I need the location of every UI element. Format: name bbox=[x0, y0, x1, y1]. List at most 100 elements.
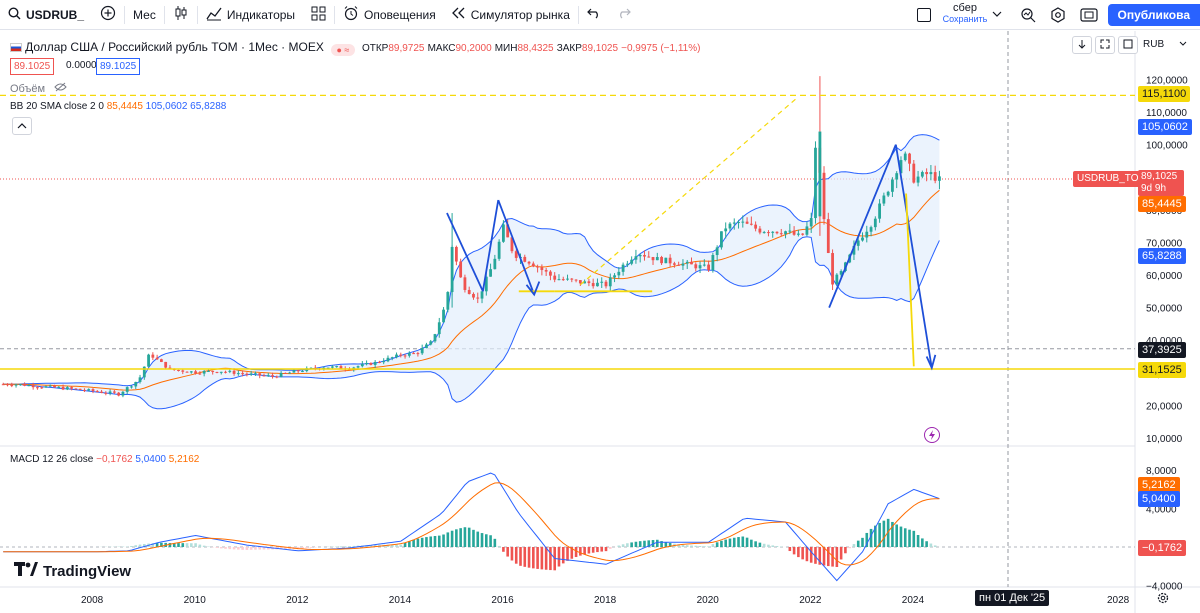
undo-button[interactable] bbox=[579, 0, 609, 30]
scroll-down-button[interactable] bbox=[1072, 36, 1092, 54]
candle-body bbox=[583, 281, 587, 284]
macd-histogram-bar bbox=[480, 533, 484, 547]
candle-body bbox=[762, 232, 766, 234]
candle-body bbox=[886, 191, 890, 196]
macd-histogram-bar bbox=[630, 542, 633, 547]
bb-upper-line bbox=[3, 134, 940, 387]
candle-body bbox=[796, 233, 800, 235]
candle-body bbox=[574, 279, 578, 281]
candle-body bbox=[514, 251, 518, 258]
time-tick-label: 2016 bbox=[491, 595, 514, 606]
candle-body bbox=[194, 371, 197, 374]
macd-tick-label: 4,0000 bbox=[1146, 505, 1177, 516]
candlestick-icon bbox=[173, 5, 189, 24]
macd-histogram-bar bbox=[489, 535, 492, 547]
candle-body bbox=[117, 392, 121, 396]
macd-histogram-bar bbox=[839, 547, 843, 560]
candle-body bbox=[831, 253, 834, 285]
time-tick-label: 2012 bbox=[286, 595, 309, 606]
arrow-head bbox=[925, 354, 937, 371]
rewind-icon bbox=[451, 7, 466, 22]
macd-histogram-bar bbox=[536, 547, 539, 569]
chart-type-button[interactable] bbox=[165, 0, 197, 30]
candle-body bbox=[258, 373, 262, 376]
candle-body bbox=[425, 344, 428, 349]
alerts-button[interactable]: Оповещения bbox=[335, 0, 444, 30]
last-price-tag: 89,1025 9d 9h bbox=[1138, 170, 1184, 196]
candle-body bbox=[446, 292, 450, 310]
price-chart[interactable]: 120,0000110,0000100,000090,000080,000070… bbox=[0, 31, 1200, 613]
macd-histogram-bar bbox=[677, 544, 680, 547]
candle-body bbox=[112, 391, 116, 393]
candle-body bbox=[852, 245, 856, 255]
macd-histogram-bar bbox=[878, 522, 881, 547]
macd-histogram-bar bbox=[446, 532, 450, 547]
candle-body bbox=[617, 271, 621, 276]
interval-button[interactable]: Мес bbox=[125, 0, 164, 30]
indicators-icon bbox=[206, 5, 222, 24]
lightning-icon[interactable] bbox=[924, 427, 940, 443]
symbol-legend: Доллар США / Российский рубль TOM · 1Мес… bbox=[10, 40, 700, 56]
candle-body bbox=[6, 384, 9, 386]
maximize-pane-button[interactable] bbox=[1095, 36, 1115, 54]
macd-histogram-bar bbox=[596, 547, 599, 553]
candle-body bbox=[224, 371, 227, 373]
macd-histogram-bar bbox=[801, 547, 804, 560]
currency-selector[interactable]: RUB bbox=[1143, 39, 1187, 50]
macd-line-value: 5,0400 bbox=[135, 454, 166, 465]
layout-checkbox[interactable] bbox=[917, 8, 931, 22]
layout-menu-chevron-down-icon[interactable] bbox=[992, 8, 1002, 23]
compare-button[interactable] bbox=[92, 0, 124, 30]
macd-histogram-bar bbox=[463, 527, 467, 547]
macd-histogram-bar bbox=[348, 546, 351, 547]
candle-body bbox=[390, 357, 394, 359]
drawing-line bbox=[828, 144, 897, 308]
candle-body bbox=[40, 387, 44, 389]
candle-body bbox=[540, 267, 544, 271]
macd-histogram-bar bbox=[309, 547, 313, 548]
macd-histogram-bar bbox=[561, 547, 565, 564]
macd-histogram-bar bbox=[767, 544, 770, 547]
candle-body bbox=[903, 153, 907, 161]
macd-label: MACD 12 26 close bbox=[10, 454, 94, 465]
layouts-button[interactable] bbox=[303, 0, 334, 30]
macd-histogram-bar bbox=[455, 529, 458, 547]
hidden-eye-icon[interactable] bbox=[54, 82, 67, 95]
replay-button[interactable]: Симулятор рынка bbox=[444, 0, 578, 30]
axis-settings-gear-icon[interactable] bbox=[1156, 591, 1170, 610]
candle-body bbox=[630, 259, 634, 264]
indicators-button[interactable]: Индикаторы bbox=[198, 0, 303, 30]
save-layout-button[interactable]: сбер Сохранить bbox=[942, 3, 988, 25]
publish-button[interactable]: Опубликова bbox=[1107, 4, 1200, 26]
candle-body bbox=[138, 377, 142, 382]
macd-histogram-bar bbox=[514, 547, 518, 564]
quick-search-icon[interactable] bbox=[1020, 7, 1036, 26]
fullscreen-icon[interactable] bbox=[1080, 8, 1098, 25]
settings-gear-icon[interactable] bbox=[1050, 7, 1066, 26]
buy-price-box[interactable]: 89.1025 bbox=[96, 58, 141, 75]
candle-body bbox=[805, 226, 809, 235]
macd-histogram-bar bbox=[921, 538, 924, 547]
candle-body bbox=[638, 255, 642, 257]
collapse-legend-button[interactable] bbox=[12, 117, 32, 135]
symbol-search[interactable]: USDRUB_ bbox=[0, 0, 92, 30]
macd-histogram-bar bbox=[929, 543, 933, 547]
high-label: МАКС bbox=[427, 43, 456, 54]
macd-histogram-bar bbox=[138, 544, 142, 547]
macd-pane bbox=[0, 472, 1135, 582]
candle-body bbox=[544, 270, 548, 272]
macd-histogram-bar bbox=[703, 546, 706, 547]
candle-body bbox=[14, 384, 18, 386]
macd-hist-value: −0,1762 bbox=[96, 454, 133, 465]
candle-body bbox=[399, 354, 403, 356]
tradingview-logo[interactable]: TradingView bbox=[14, 562, 131, 581]
macd-histogram-bar bbox=[925, 541, 928, 547]
macd-histogram-bar bbox=[540, 547, 544, 570]
redo-button[interactable] bbox=[609, 0, 639, 30]
pane-layout-button[interactable] bbox=[1118, 36, 1138, 54]
macd-histogram-bar bbox=[194, 543, 197, 547]
macd-histogram-bar bbox=[155, 542, 159, 547]
sell-price-box[interactable]: 89.1025 bbox=[10, 58, 55, 75]
macd-histogram-bar bbox=[865, 532, 869, 547]
volume-label: Объём bbox=[10, 83, 46, 95]
